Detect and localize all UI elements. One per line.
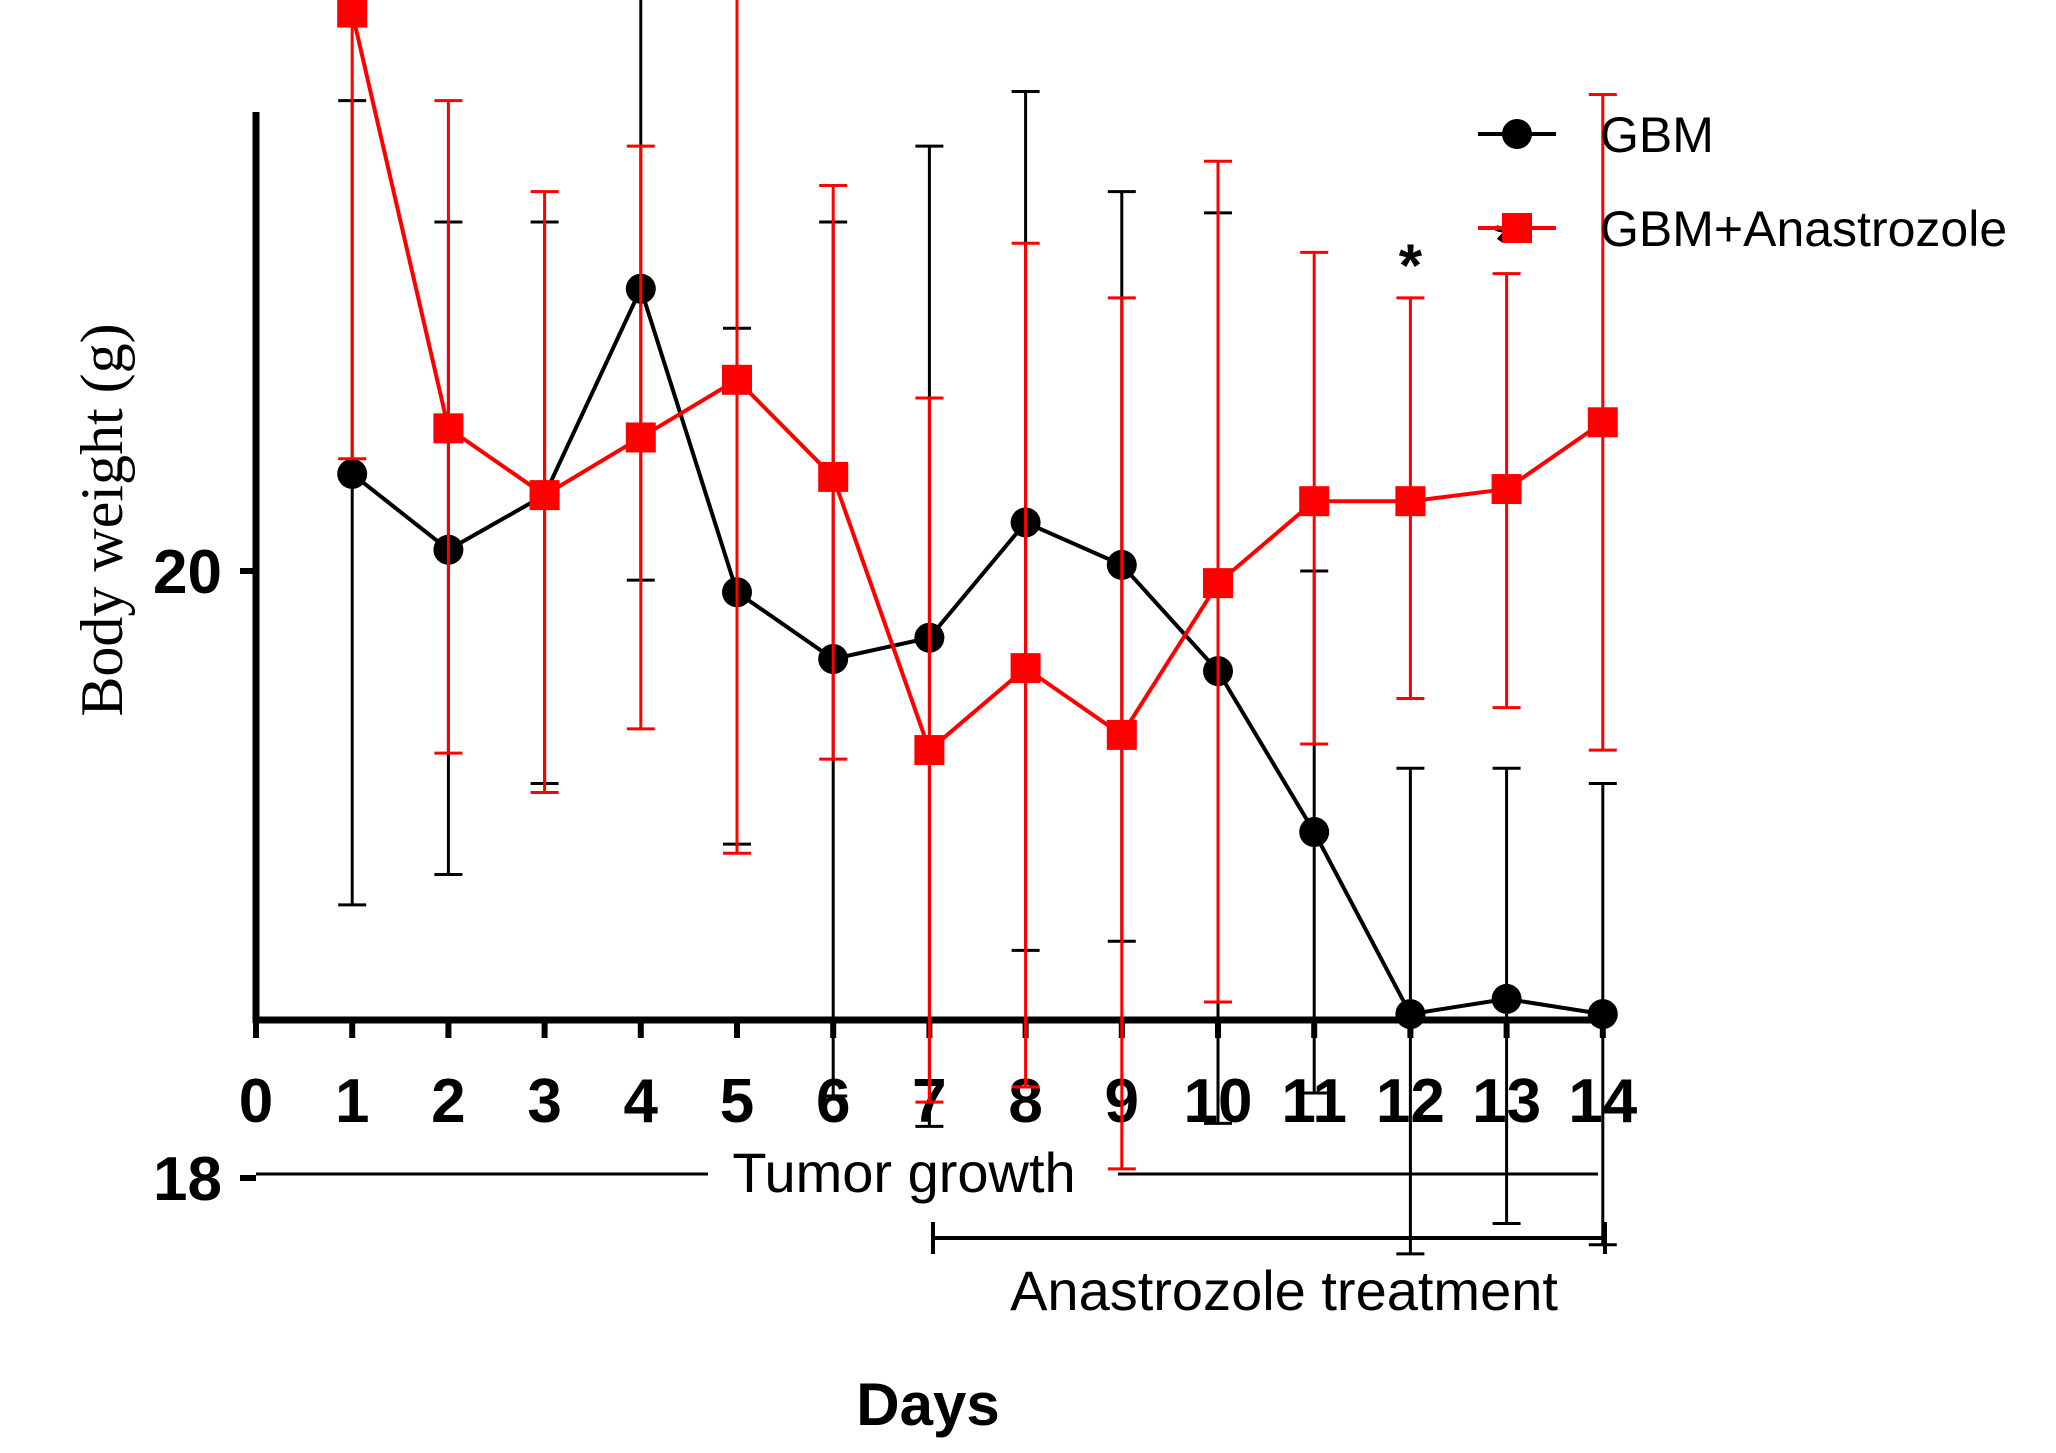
data-point (1299, 817, 1330, 848)
data-point (625, 422, 656, 453)
data-point (1299, 486, 1330, 517)
significance-star: * (1399, 232, 1423, 299)
data-point (433, 413, 464, 444)
series-line (350, 283, 1604, 1017)
legend: GBM GBM+Anastrozole (1478, 107, 2007, 257)
x-axis-label: Days (856, 1371, 999, 1438)
x-tick-label: 3 (527, 1067, 561, 1136)
data-point (1491, 983, 1522, 1014)
data-point (337, 0, 368, 28)
data-point (337, 458, 368, 489)
x-ticks: 01234567891011121314 (239, 1020, 1638, 1136)
series-gbm (337, 0, 1618, 1256)
data-point (1203, 568, 1233, 599)
data-point (1010, 653, 1041, 684)
x-tick-label: 2 (431, 1067, 465, 1136)
legend-marker-gbm-anastrozole (1502, 213, 1532, 243)
data-point (914, 735, 945, 766)
data-point (1587, 407, 1618, 438)
data-point (1106, 719, 1137, 750)
y-ticks: 182022 (153, 538, 256, 1214)
x-tick-label: 0 (239, 1067, 273, 1136)
y-tick-label: 18 (153, 1145, 222, 1214)
y-axis-label: Body weight (g) (69, 323, 135, 716)
x-tick-label: 5 (720, 1067, 754, 1136)
legend-label-gbm: GBM (1600, 107, 1714, 163)
legend-marker-gbm (1502, 119, 1532, 149)
legend-item-gbm: GBM (1478, 107, 1714, 163)
data-point (1491, 474, 1522, 505)
treatment-annotation: Anastrozole treatment (931, 1222, 1607, 1322)
significance-marks: ** (1399, 208, 1519, 299)
series-gbm-anastrozole (337, 0, 1618, 1171)
data-point (1395, 999, 1426, 1030)
series-layer (337, 0, 1618, 1256)
data-point (529, 480, 560, 511)
tumor-growth-label: Tumor growth (732, 1141, 1075, 1204)
x-tick-label: 1 (335, 1067, 369, 1136)
legend-item-gbm-anastrozole: GBM+Anastrozole (1478, 201, 2007, 257)
series-line (350, 12, 1604, 754)
tumor-growth-annotation: Tumor growth (256, 1141, 1598, 1204)
x-tick-label: 4 (624, 1067, 659, 1136)
data-point (722, 364, 752, 395)
data-point (1395, 486, 1426, 517)
data-point (1587, 999, 1618, 1030)
legend-label-gbm-anastrozole: GBM+Anastrozole (1600, 201, 2007, 257)
data-point (818, 461, 849, 492)
treatment-label: Anastrozole treatment (1010, 1259, 1558, 1322)
y-tick-label: 20 (153, 538, 222, 607)
